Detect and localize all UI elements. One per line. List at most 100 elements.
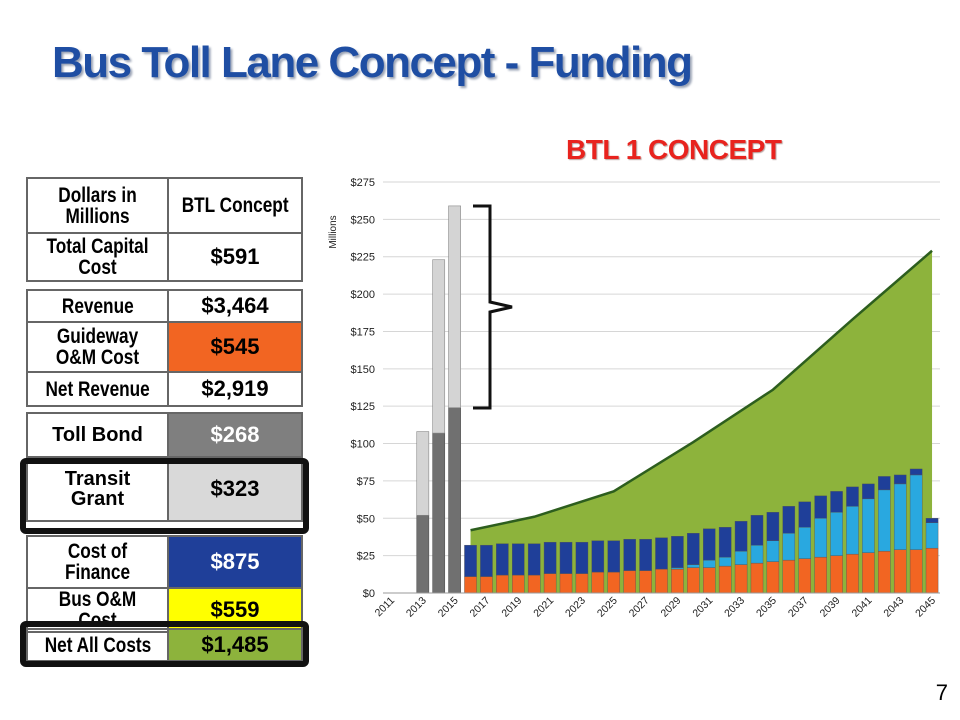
- chart-subtitle: BTL 1 CONCEPT: [566, 134, 782, 165]
- bus-om-bar: [718, 556, 732, 567]
- guideway-om-bar: [496, 574, 509, 594]
- bus-om-bar: [814, 518, 827, 558]
- y-tick-label: $75: [357, 476, 375, 488]
- guideway-om-bar: [464, 576, 477, 594]
- cost-of-finance-bar: [512, 543, 525, 576]
- cost-of-finance-bar: [862, 483, 875, 500]
- funding-table: Toll Bond $268 Transit Grant $323: [26, 412, 303, 522]
- page-number: 7: [935, 680, 948, 705]
- bus-om-bar: [702, 559, 716, 568]
- guideway-om-bar: [559, 573, 573, 594]
- net-all-costs-value: $1,485: [167, 628, 303, 662]
- guideway-om-bar: [591, 571, 605, 594]
- cost-of-finance-bar: [591, 540, 605, 573]
- x-tick-label: 2021: [531, 595, 556, 620]
- x-tick-label: 2041: [850, 595, 875, 620]
- capital-bracket: [473, 204, 513, 410]
- revenue-line: [470, 249, 933, 532]
- guideway-om-bar: [750, 562, 764, 594]
- slide-title: Bus Toll Lane Concept - Funding: [52, 38, 693, 87]
- cost-of-finance-value: $875: [167, 535, 303, 589]
- toll-bond-bar: [416, 514, 430, 594]
- cost-of-finance-label: Cost of Finance: [26, 535, 169, 589]
- guideway-om-bar: [607, 571, 621, 594]
- x-tick-label: 2017: [468, 595, 493, 620]
- bus-om-bar: [734, 550, 748, 565]
- x-tick-label: 2035: [754, 595, 779, 620]
- guideway-om-bar: [655, 568, 668, 594]
- transit-grant-bar: [432, 259, 446, 434]
- bus-om-bar: [671, 567, 684, 570]
- x-tick-label: 2043: [881, 595, 906, 620]
- transit-grant-value: $323: [167, 456, 303, 522]
- bus-om-bar: [909, 474, 923, 550]
- cost-of-finance-bar: [623, 538, 636, 571]
- total-capital-value: $591: [167, 232, 303, 282]
- y-tick-label: $175: [351, 326, 375, 338]
- revenue-value: $3,464: [167, 289, 303, 323]
- y-tick-label: $275: [351, 177, 375, 189]
- guideway-om-label: Guideway O&M Cost: [26, 321, 169, 373]
- cost-of-finance-bar: [559, 541, 573, 574]
- y-tick-label: $225: [351, 252, 375, 264]
- cost-of-finance-bar: [734, 521, 748, 552]
- cost-of-finance-bar: [702, 528, 716, 561]
- toll-bond-bar: [448, 407, 461, 594]
- x-tick-label: 2027: [627, 595, 652, 620]
- guideway-om-bar: [527, 574, 541, 594]
- cost-of-finance-bar: [671, 536, 684, 568]
- cost-of-finance-bar: [480, 544, 493, 577]
- x-tick-label: 2025: [595, 595, 620, 620]
- net-all-costs-table: Net All Costs $1,485: [26, 628, 303, 662]
- toll-bond-bar: [432, 432, 446, 594]
- y-tick-label: $0: [363, 588, 375, 600]
- guideway-om-bar: [862, 552, 875, 594]
- cost-of-finance-bar: [464, 544, 477, 577]
- y-tick-label: $200: [351, 289, 375, 301]
- y-tick-label: $125: [351, 401, 375, 413]
- x-tick-label: 2045: [913, 595, 938, 620]
- cost-of-finance-bar: [830, 491, 843, 513]
- y-tick-label: $150: [351, 364, 375, 376]
- bus-om-bar: [846, 506, 859, 555]
- guideway-om-bar: [639, 570, 652, 594]
- guideway-om-bar: [575, 573, 589, 594]
- cost-of-finance-bar: [687, 533, 700, 565]
- transit-grant-label: Transit Grant: [26, 456, 169, 522]
- total-capital-label: Total Capital Cost: [26, 232, 169, 282]
- capital-header-right: BTL Concept: [167, 177, 303, 234]
- net-revenue-label: Net Revenue: [26, 371, 169, 407]
- y-tick-label: $50: [357, 513, 375, 525]
- x-tick-label: 2039: [818, 595, 843, 620]
- cost-of-finance-bar: [575, 541, 589, 574]
- cost-of-finance-bar: [496, 543, 509, 576]
- guideway-om-bar: [925, 547, 939, 594]
- y-tick-label: $25: [357, 551, 375, 563]
- guideway-om-bar: [798, 558, 811, 594]
- guideway-om-bar: [623, 570, 636, 594]
- guideway-om-bar: [893, 549, 907, 594]
- bus-om-bar: [766, 540, 780, 562]
- x-tick-label: 2015: [436, 595, 461, 620]
- cost-of-finance-bar: [766, 512, 780, 541]
- bus-om-bar: [893, 483, 907, 550]
- cost-of-finance-bar: [718, 527, 732, 558]
- cost-of-finance-bar: [527, 543, 541, 576]
- cost-of-finance-bar: [798, 501, 811, 528]
- guideway-om-bar: [702, 567, 716, 594]
- cost-of-finance-bar: [543, 541, 557, 574]
- cost-of-finance-bar: [607, 540, 621, 573]
- cost-of-finance-bar: [909, 468, 923, 476]
- cost-of-finance-bar: [893, 474, 907, 485]
- guideway-om-bar: [480, 576, 493, 594]
- bus-om-bar: [687, 564, 700, 568]
- guideway-om-bar: [814, 556, 827, 594]
- guideway-om-bar: [846, 553, 859, 594]
- guideway-om-bar: [718, 565, 732, 594]
- cost-of-finance-bar: [814, 495, 827, 519]
- bus-om-bar: [798, 527, 811, 559]
- capital-header-left: Dollars in Millions: [26, 177, 169, 234]
- cost-of-finance-bar: [639, 538, 652, 571]
- cost-of-finance-bar: [925, 518, 939, 523]
